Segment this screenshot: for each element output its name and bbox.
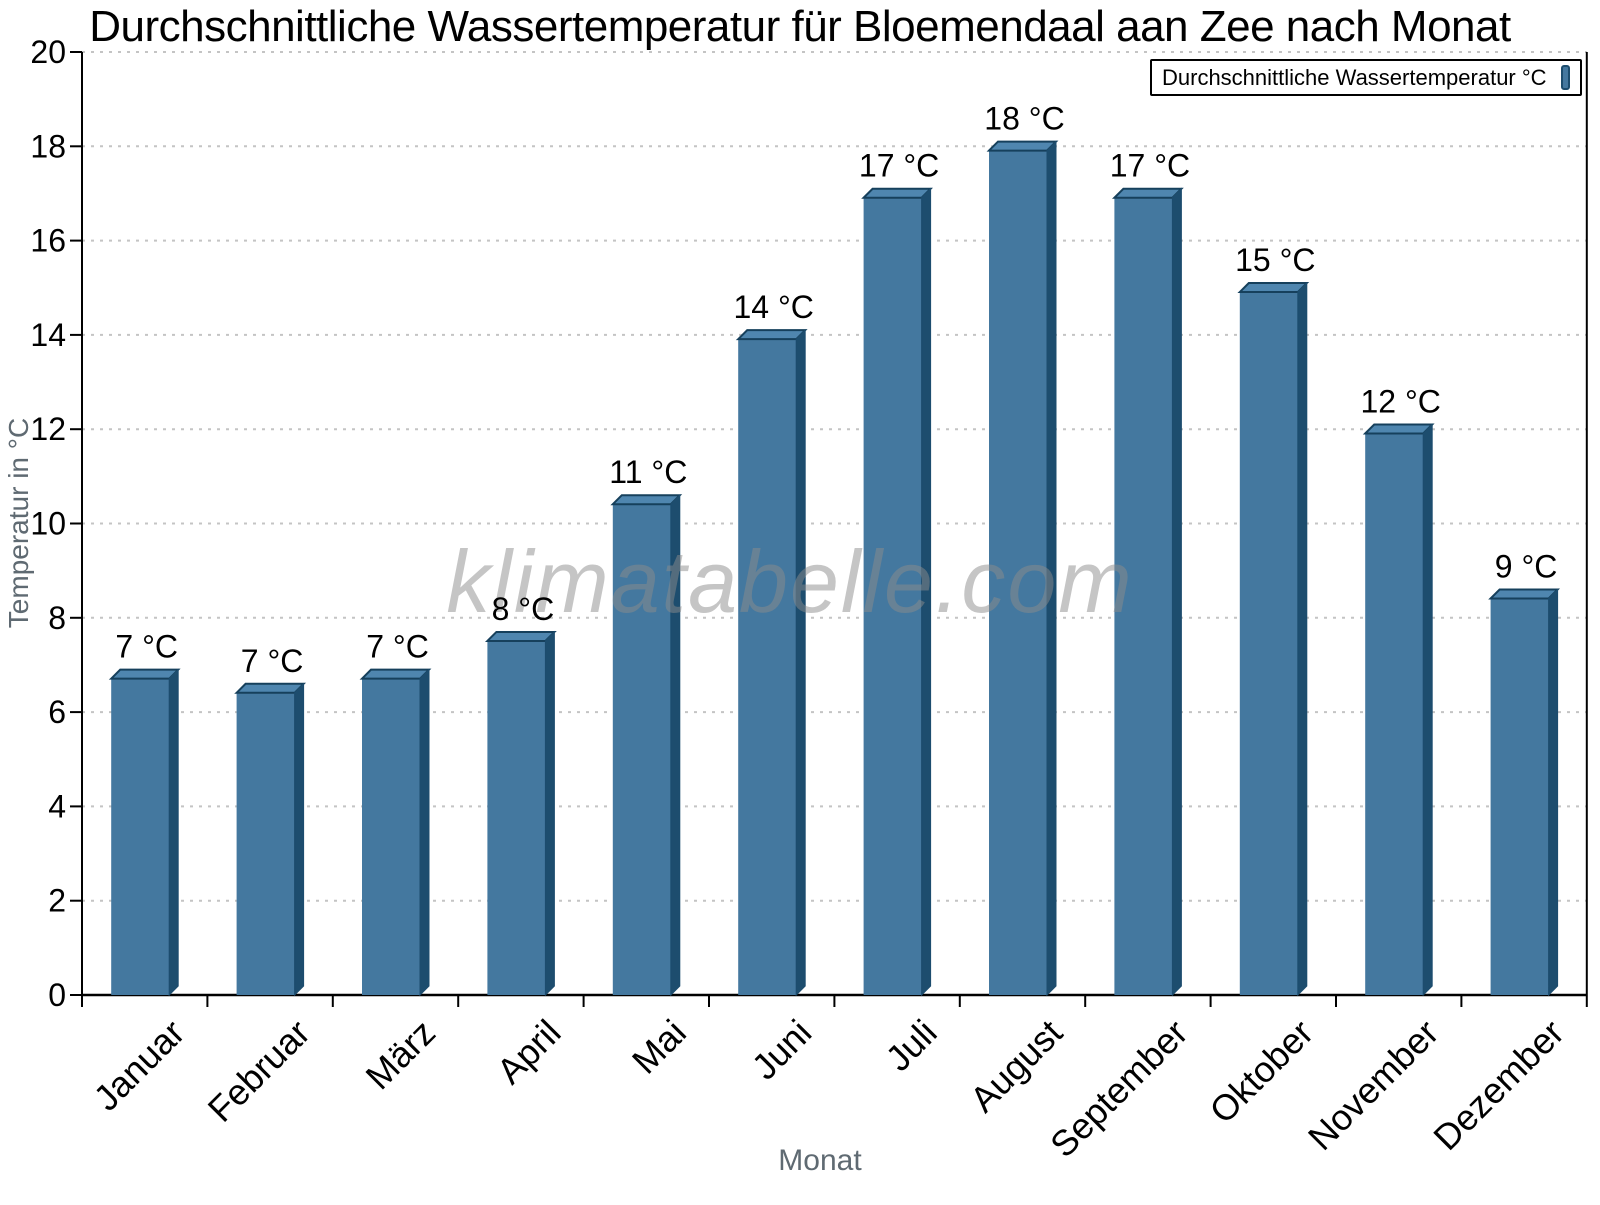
bar-juli[interactable]: [861, 187, 934, 997]
bar-value-label: 14 °C: [734, 289, 814, 325]
bar-top-face: [234, 682, 307, 694]
y-tick-label: 4: [48, 788, 66, 824]
bar-side-face: [1297, 281, 1308, 997]
bar-top-face: [1362, 423, 1435, 435]
bar-side-face: [795, 328, 806, 997]
y-tick-label: 2: [48, 883, 66, 919]
x-tick-label: April: [489, 1012, 569, 1092]
bar-september[interactable]: [1111, 187, 1184, 997]
y-tick-label: 8: [48, 600, 66, 636]
bar-value-label: 7 °C: [366, 629, 429, 665]
legend-label: Durchschnittliche Wassertemperatur °C: [1162, 64, 1547, 90]
bar-front-face: [738, 339, 797, 995]
bar-value-label: 18 °C: [984, 101, 1064, 137]
bar-value-label: 9 °C: [1495, 549, 1558, 585]
bar-side-face: [544, 630, 555, 997]
bar-value-label: 7 °C: [115, 629, 178, 665]
bar-front-face: [1239, 292, 1298, 995]
bar-top-face: [1111, 187, 1184, 199]
bar-side-face: [168, 668, 179, 997]
bar-juni[interactable]: [735, 328, 808, 997]
bar-side-face: [1548, 588, 1559, 997]
bar-dezember[interactable]: [1488, 588, 1561, 997]
bar-front-face: [1365, 433, 1424, 995]
bar-front-face: [863, 197, 922, 996]
y-tick-label: 12: [30, 411, 66, 447]
bar-value-label: 11 °C: [609, 454, 687, 490]
bar-november[interactable]: [1362, 423, 1435, 997]
y-tick-label: 10: [30, 506, 66, 542]
bar-top-face: [484, 630, 557, 642]
y-tick-label: 18: [30, 128, 66, 164]
bar-side-face: [294, 682, 305, 997]
bar-januar[interactable]: [108, 668, 181, 997]
chart-title: Durchschnittliche Wassertemperatur für B…: [89, 2, 1511, 51]
x-axis-title: Monat: [778, 1144, 862, 1177]
x-tick-label: Juni: [744, 1012, 820, 1088]
bar-front-face: [362, 678, 420, 995]
bar-side-face: [419, 668, 430, 997]
bar-top-face: [108, 668, 181, 680]
bar-top-face: [1237, 282, 1310, 294]
bar-front-face: [236, 692, 295, 995]
x-tick-label: Mai: [624, 1012, 694, 1082]
bar-front-face: [612, 504, 671, 995]
bar-value-label: 15 °C: [1235, 242, 1315, 278]
x-tick-label: September: [1042, 1012, 1196, 1166]
x-tick-label: November: [1300, 1012, 1446, 1158]
bar-april[interactable]: [484, 630, 557, 997]
y-tick-label: 20: [30, 34, 66, 70]
y-tick-label: 6: [48, 694, 66, 730]
bar-februar[interactable]: [234, 682, 307, 997]
bar-side-face: [921, 187, 932, 997]
y-tick-label: 16: [30, 223, 66, 259]
x-tick-label: Oktober: [1201, 1012, 1321, 1132]
y-tick-label: 0: [48, 977, 66, 1013]
bar-maerz[interactable]: [359, 668, 432, 997]
bar-august[interactable]: [986, 140, 1059, 997]
legend[interactable]: Durchschnittliche Wassertemperatur °C: [1150, 59, 1582, 96]
bar-top-face: [986, 140, 1059, 152]
bar-front-face: [1114, 197, 1173, 996]
x-tick-label: August: [962, 1012, 1070, 1120]
bar-front-face: [111, 678, 170, 995]
bar-side-face: [1422, 423, 1433, 997]
bar-value-label: 12 °C: [1361, 383, 1441, 419]
bar-top-face: [610, 494, 683, 506]
x-tick-label: März: [358, 1012, 444, 1098]
bar-mai[interactable]: [610, 494, 683, 997]
x-tick-label: Juli: [878, 1012, 945, 1079]
bar-value-label: 7 °C: [241, 643, 304, 679]
bar-top-face: [861, 187, 934, 199]
bar-front-face: [989, 150, 1047, 995]
x-tick-label: Dezember: [1425, 1012, 1571, 1158]
x-tick-label: Januar: [86, 1012, 193, 1119]
bar-top-face: [359, 668, 432, 680]
legend-swatch-icon: [1560, 65, 1570, 90]
bar-value-label: 17 °C: [1110, 148, 1190, 184]
y-tick-label: 14: [30, 317, 66, 353]
bar-top-face: [735, 329, 808, 341]
bar-side-face: [1171, 187, 1182, 997]
bar-side-face: [670, 494, 681, 997]
x-tick-label: Februar: [200, 1012, 318, 1130]
bar-front-face: [1490, 598, 1549, 995]
y-axis-title: Temperatur in °C: [3, 418, 34, 628]
bar-value-label: 17 °C: [859, 148, 939, 184]
bar-top-face: [1488, 588, 1561, 600]
bar-oktober[interactable]: [1237, 281, 1310, 997]
bar-front-face: [487, 640, 546, 995]
watermark: klimatabelle.com: [446, 532, 1133, 631]
bar-side-face: [1046, 140, 1057, 997]
bar-value-label: 8 °C: [492, 591, 555, 627]
